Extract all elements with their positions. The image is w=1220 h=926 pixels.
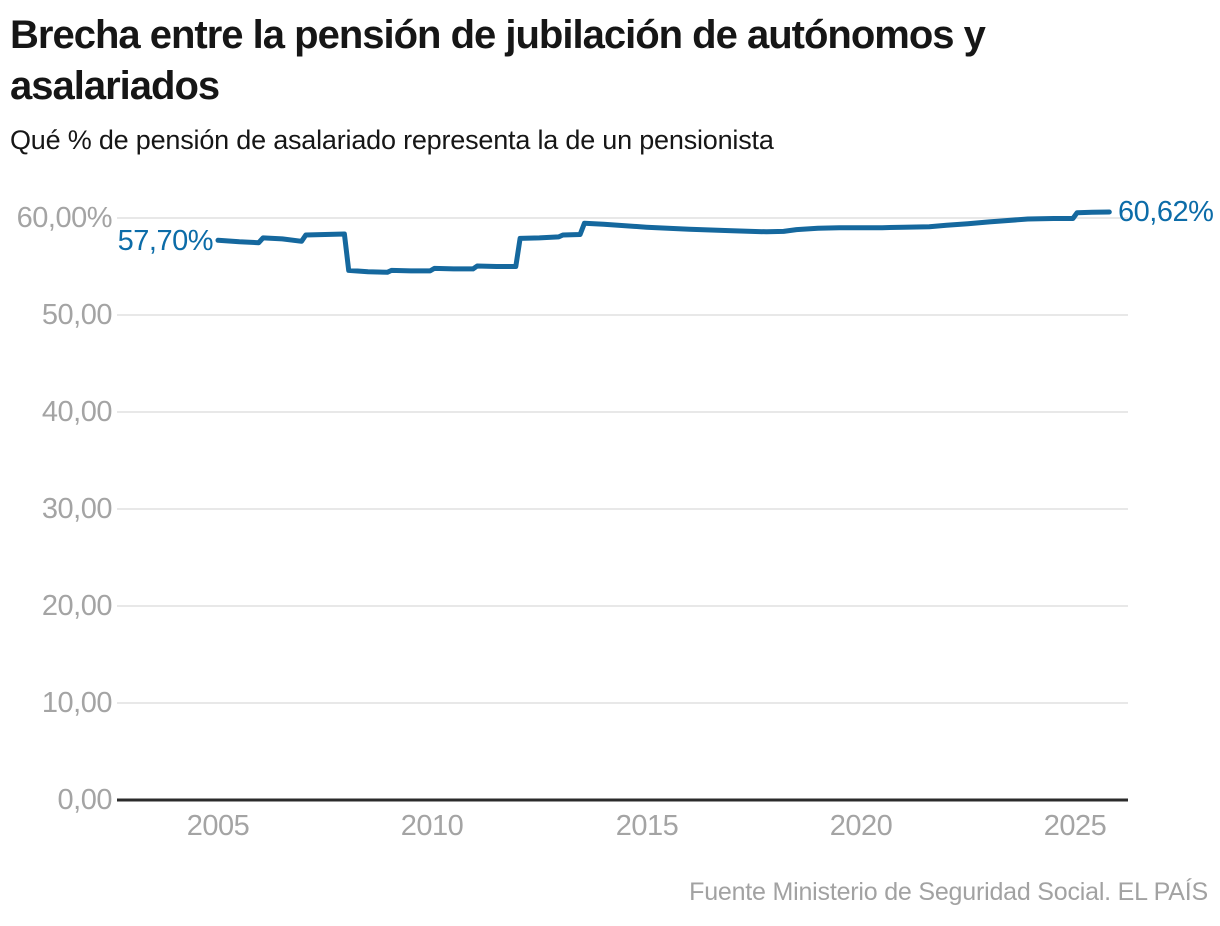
x-axis-label: 2015 [615,810,679,842]
x-axis-label: 2020 [829,810,893,842]
end-value-label: 60,62% [1118,196,1214,228]
y-axis-label: 30,00 [41,493,113,525]
x-axis-label: 2005 [186,810,250,842]
y-axis-label: 50,00 [41,299,113,331]
y-axis-label: 20,00 [41,590,113,622]
y-axis-label: 0,00 [57,784,113,816]
y-axis-label: 60,00% [16,202,113,234]
source-text: Fuente Ministerio de Seguridad Social. E… [689,878,1208,906]
start-value-label: 57,70% [117,225,214,257]
chart-title: Brecha entre la pensión de jubilación de… [10,13,986,108]
chart-subtitle: Qué % de pensión de asalariado represent… [10,125,774,155]
y-axis-label: 10,00 [41,687,113,719]
x-axis-label: 2025 [1043,810,1107,842]
x-axis-label: 2010 [400,810,464,842]
y-axis-label: 40,00 [41,396,113,428]
